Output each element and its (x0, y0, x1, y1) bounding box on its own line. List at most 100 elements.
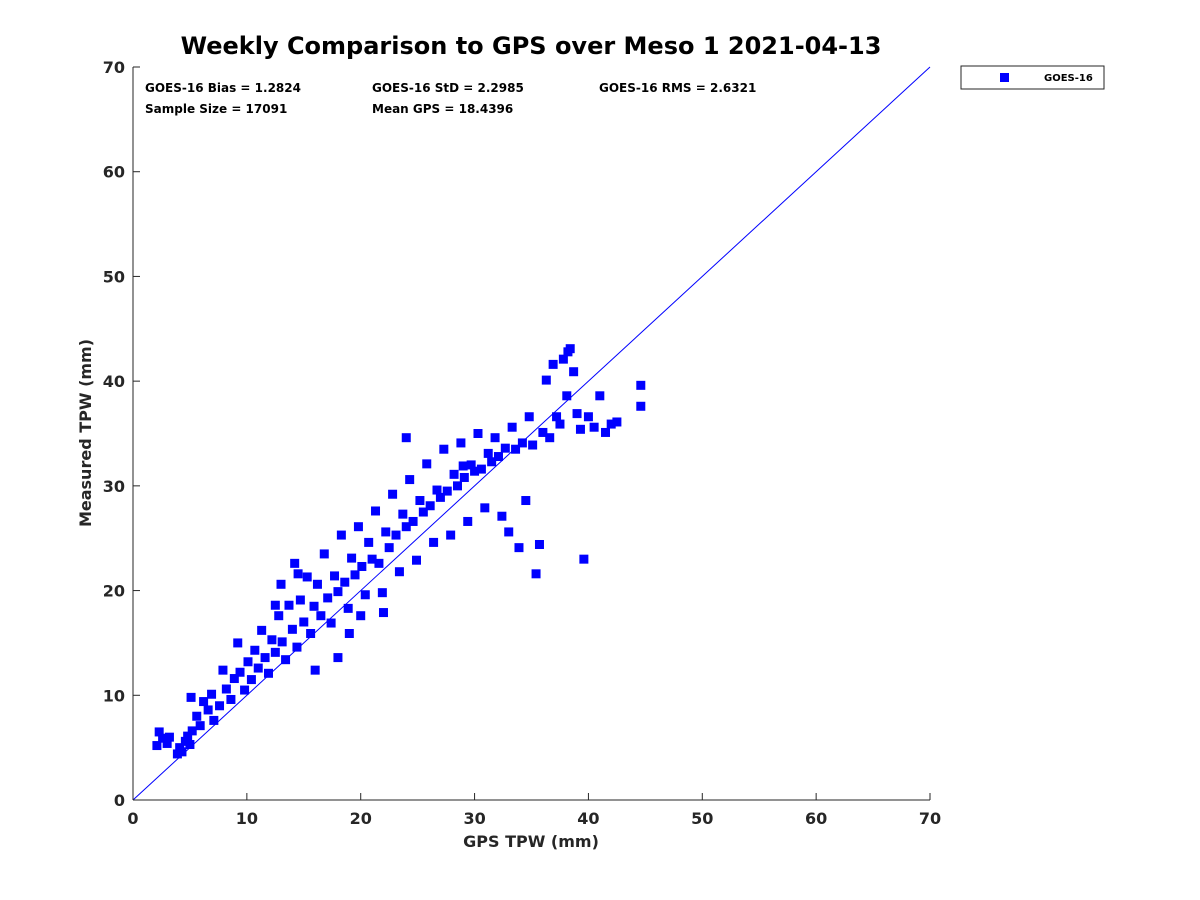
data-point (463, 516, 473, 526)
data-point (263, 668, 273, 678)
data-point (177, 747, 187, 757)
data-point (326, 618, 336, 628)
x-ticks: 0 10 20 30 40 50 60 70 (127, 793, 941, 828)
x-tick-label: 60 (805, 809, 827, 828)
data-point (302, 572, 312, 582)
data-point (480, 503, 490, 513)
y-tick-label: 50 (103, 267, 125, 286)
data-point (287, 624, 297, 634)
plot-area: 0 10 20 30 40 50 60 70 0 10 20 30 40 50 60 70 (103, 58, 941, 828)
data-point (384, 543, 394, 553)
data-point (277, 637, 287, 647)
data-point (292, 642, 302, 652)
data-point (367, 554, 377, 564)
data-point (235, 667, 245, 677)
data-point (425, 501, 435, 511)
y-ticks: 0 10 20 30 40 50 60 70 (103, 58, 140, 810)
data-point (293, 569, 303, 579)
data-point (203, 705, 213, 715)
x-tick-label: 20 (350, 809, 372, 828)
legend-box (960, 65, 1105, 90)
data-point (253, 663, 263, 673)
data-point (356, 611, 366, 621)
data-point (569, 367, 579, 377)
data-point (152, 741, 162, 751)
data-point (215, 701, 225, 711)
data-point (528, 440, 538, 450)
data-point (360, 590, 370, 600)
data-point (276, 579, 286, 589)
legend-marker-square-icon (1000, 73, 1009, 82)
data-point (552, 412, 562, 422)
data-point (240, 685, 250, 695)
data-point (405, 475, 415, 485)
data-point (583, 412, 593, 422)
data-point (497, 511, 507, 521)
data-point (306, 629, 316, 639)
data-point (333, 653, 343, 663)
data-point (545, 433, 555, 443)
x-tick-label: 70 (919, 809, 941, 828)
data-point (378, 608, 388, 618)
data-point (310, 665, 320, 675)
legend-label: GOES-16 (1044, 73, 1093, 84)
data-point (563, 347, 573, 357)
data-point (377, 588, 387, 598)
data-point (500, 443, 510, 453)
data-point (233, 638, 243, 648)
data-point (260, 653, 270, 663)
data-point (466, 460, 476, 470)
stat-std: GOES-16 StD = 2.2985 (372, 81, 524, 95)
data-point (183, 731, 193, 741)
data-point (364, 537, 374, 547)
data-point (343, 603, 353, 613)
data-point (514, 543, 524, 553)
data-point (401, 522, 411, 532)
data-point (172, 749, 182, 759)
y-tick-label: 40 (103, 372, 125, 391)
data-point (470, 466, 480, 476)
data-point (180, 736, 190, 746)
data-point (606, 419, 616, 429)
data-point (192, 711, 202, 721)
data-point (517, 438, 527, 448)
data-point (562, 391, 572, 401)
y-tick-label: 60 (103, 163, 125, 182)
data-point (504, 527, 514, 537)
data-point (319, 549, 329, 559)
data-point (274, 611, 284, 621)
data-point (243, 657, 253, 667)
data-point (344, 629, 354, 639)
y-tick-label: 70 (103, 58, 125, 77)
data-point (350, 570, 360, 580)
data-point (185, 740, 195, 750)
data-point (415, 496, 425, 506)
data-point (394, 567, 404, 577)
data-point (187, 726, 197, 736)
data-point (195, 721, 205, 731)
data-point (164, 732, 174, 742)
data-point (534, 539, 544, 549)
data-point (357, 561, 367, 571)
data-point (521, 496, 531, 506)
data-point (312, 579, 322, 589)
data-point (309, 601, 319, 611)
data-point (186, 692, 196, 702)
data-point (401, 433, 411, 443)
data-point (458, 461, 468, 471)
data-point (601, 427, 611, 437)
data-point (323, 593, 333, 603)
data-point (636, 380, 646, 390)
data-point (548, 359, 558, 369)
data-point (524, 412, 534, 422)
y-axis-label: Measured TPW (mm) (76, 339, 95, 527)
data-point (316, 611, 326, 621)
data-point (267, 635, 277, 645)
data-point (290, 558, 300, 568)
data-point (435, 492, 445, 502)
y-tick-label: 30 (103, 477, 125, 496)
data-point (507, 422, 517, 432)
data-point (493, 452, 503, 462)
data-point (158, 733, 168, 743)
